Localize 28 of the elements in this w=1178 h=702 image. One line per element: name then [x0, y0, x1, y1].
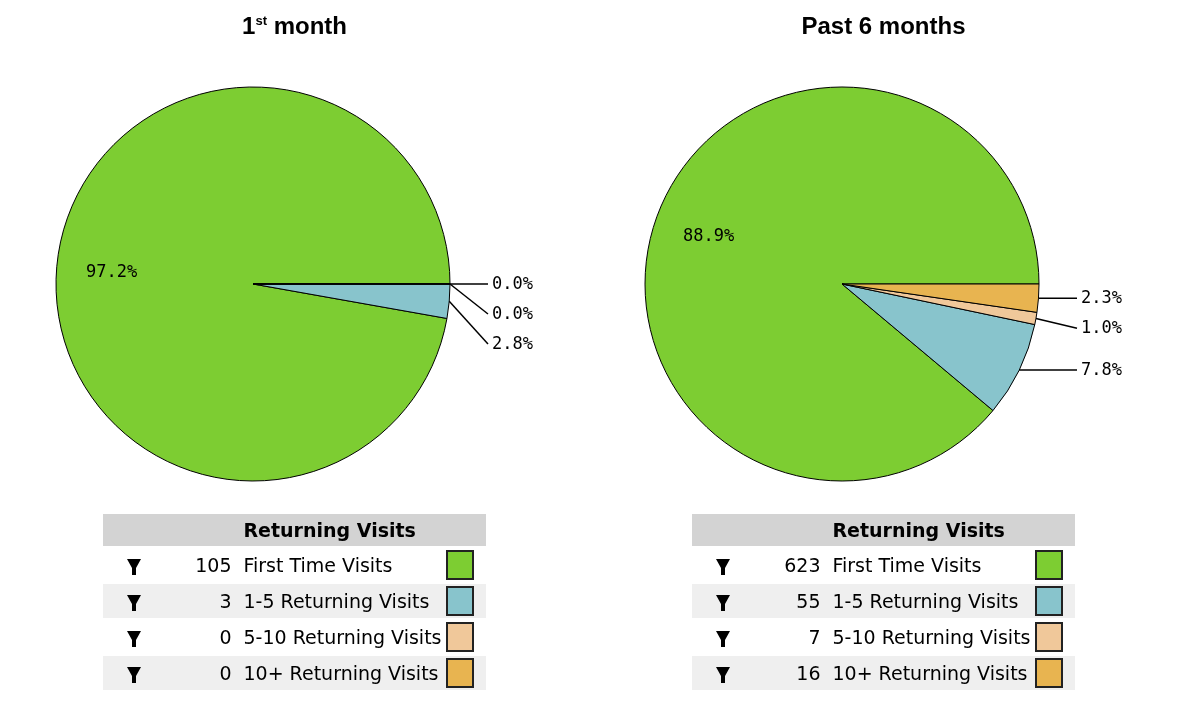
legend-label: 10+ Returning Visits — [826, 655, 1033, 691]
text: 7 — [754, 619, 827, 655]
legend-label: 1-5 Returning Visits — [826, 583, 1033, 619]
data-label: 88.9% — [682, 224, 734, 245]
legend-label: 5-10 Returning Visits — [237, 619, 444, 655]
legend-label: 10+ Returning Visits — [237, 655, 444, 691]
text: 55 — [754, 583, 827, 619]
slice-label: First Time Visits — [237, 547, 444, 583]
text: 3 — [165, 583, 238, 619]
legend-label: 5-10 Returning Visits — [826, 619, 1033, 655]
text: 0.0% — [491, 303, 533, 323]
text: 0.0% — [491, 273, 533, 293]
text: 16 — [754, 655, 827, 691]
data-label: 2.3% — [1080, 287, 1122, 308]
data-label: 7.8% — [1080, 359, 1122, 380]
chart-title: Past 6 months — [801, 12, 966, 41]
slice-label: First Time Visits — [826, 547, 1033, 583]
text: 105 — [165, 547, 238, 583]
data-label: 2.8% — [491, 333, 533, 353]
legend-label: 1-5 Returning Visits — [237, 583, 444, 619]
text: 0 — [165, 655, 238, 691]
text: 623 — [754, 547, 827, 583]
legend-title: Returning Visits — [237, 514, 444, 547]
text: 0 — [165, 619, 238, 655]
data-label: 97.2% — [85, 260, 137, 281]
data-label: 1.0% — [1080, 317, 1122, 338]
chart-title: 1$^{st}$ month — [242, 12, 347, 41]
legend-title: Returning Visits — [826, 514, 1033, 547]
